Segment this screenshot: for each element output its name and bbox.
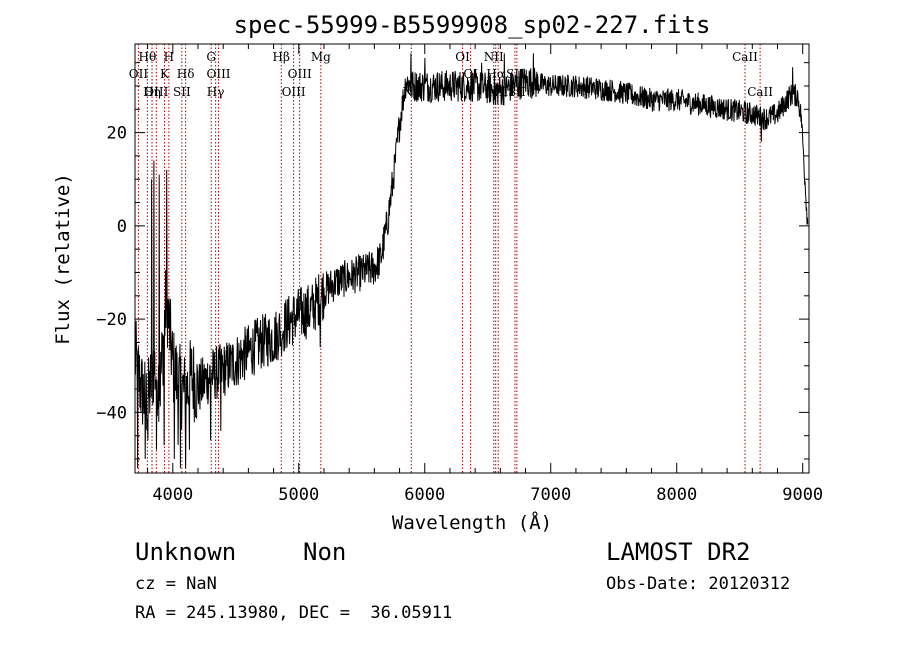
y-tick-label: 0	[117, 217, 127, 237]
y-axis-label: Flux (relative)	[52, 173, 74, 345]
line-label-23: CaII	[732, 50, 758, 64]
y-tick-label: −40	[96, 403, 127, 423]
line-label-14: Mg	[311, 50, 331, 64]
line-label-5: H	[164, 50, 174, 64]
x-tick-label: 4000	[152, 485, 193, 505]
line-label-24: CaII	[747, 85, 773, 99]
x-axis-label: Wavelength (Å)	[392, 511, 552, 534]
x-tick-label: 9000	[782, 485, 823, 505]
x-tick-label: 5000	[278, 485, 319, 505]
line-label-6: SII	[173, 85, 191, 99]
line-label-1: Hθ	[138, 50, 156, 64]
x-axis: 4000 5000 6000 7000 8000 9000	[147, 44, 823, 505]
line-label-9: Hγ	[207, 85, 225, 99]
line-label-3: OIII	[144, 85, 168, 99]
line-label-18: NII	[484, 50, 504, 64]
x-tick-label: 6000	[404, 485, 445, 505]
object-class: Unknown	[135, 538, 237, 566]
spectrum-series-line	[134, 53, 809, 469]
plot-frame	[134, 43, 810, 474]
y-axis: 20 0 −20 −40	[96, 62, 809, 460]
coordinates: RA = 245.13980, DEC = 36.05911	[135, 603, 453, 623]
x-tick-label: 7000	[530, 485, 571, 505]
line-label-19: Hα	[486, 67, 505, 81]
line-label-11: Hβ	[273, 50, 290, 64]
emission-line-markers	[137, 44, 761, 473]
x-tick-label: 8000	[656, 485, 697, 505]
line-label-2: Hη	[143, 85, 161, 99]
line-label-8: G	[206, 50, 216, 64]
line-label-10: OIII	[206, 67, 230, 81]
y-tick-label: 20	[107, 124, 127, 144]
line-label-4: K	[160, 67, 170, 81]
line-label-16: OI	[455, 50, 470, 64]
line-label-12: OIII	[282, 85, 306, 99]
observation-date: Obs-Date: 20120312	[606, 574, 791, 594]
line-label-13: OIII	[288, 67, 312, 81]
line-label-0: OII	[129, 67, 149, 81]
redshift-value: cz = NaN	[135, 574, 217, 594]
object-subclass: Non	[303, 538, 347, 566]
y-tick-label: −20	[96, 310, 127, 330]
survey-name: LAMOST DR2	[606, 538, 751, 566]
line-label-7: Hδ	[177, 67, 195, 81]
chart-title: spec-55999-B5599908_sp02-227.fits	[234, 11, 711, 39]
